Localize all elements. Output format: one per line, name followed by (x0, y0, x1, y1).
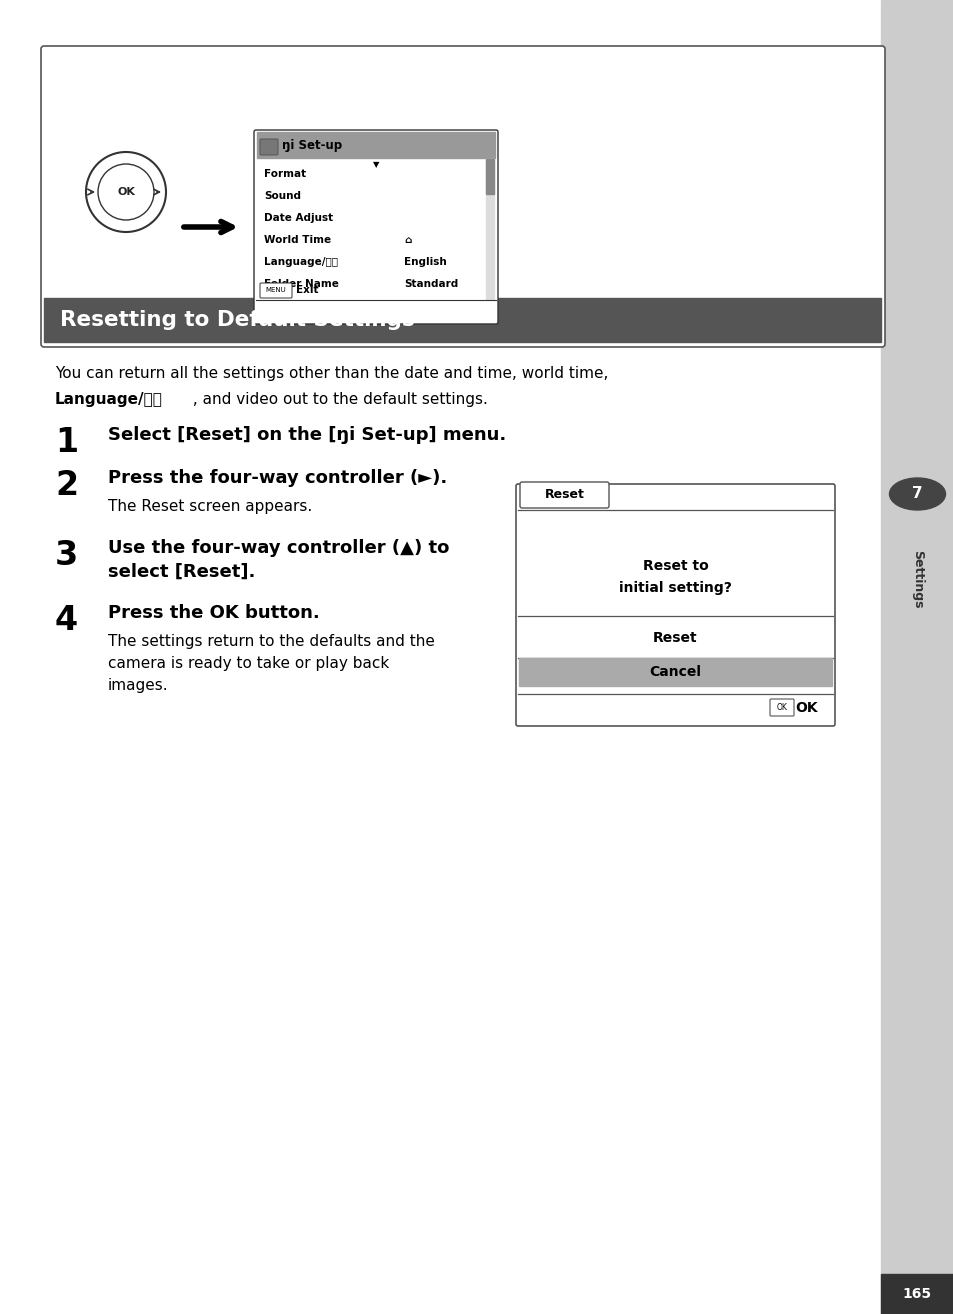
Text: OK: OK (776, 703, 786, 712)
Text: Language/言語: Language/言語 (55, 392, 163, 407)
Text: Folder Name: Folder Name (264, 279, 338, 289)
FancyBboxPatch shape (260, 139, 277, 155)
FancyBboxPatch shape (516, 484, 834, 727)
Text: Press the four-way controller (►).: Press the four-way controller (►). (108, 469, 447, 487)
Text: OK: OK (795, 700, 818, 715)
Bar (880, 1275, 953, 1314)
FancyBboxPatch shape (41, 46, 884, 347)
Text: Format: Format (264, 170, 306, 179)
Text: Press the OK button.: Press the OK button. (108, 604, 319, 622)
Bar (485, 159, 494, 300)
Text: 2: 2 (55, 469, 78, 502)
Text: Select [Reset] on the [ŋi Set-up] menu.: Select [Reset] on the [ŋi Set-up] menu. (108, 426, 506, 444)
Text: The Reset screen appears.: The Reset screen appears. (108, 499, 312, 514)
Text: Settings: Settings (910, 549, 923, 608)
Bar (485, 159, 494, 194)
Text: Standard: Standard (403, 279, 457, 289)
Text: Exit: Exit (295, 285, 318, 296)
Text: The settings return to the defaults and the: The settings return to the defaults and … (108, 633, 435, 649)
Text: initial setting?: initial setting? (618, 581, 731, 595)
Text: select [Reset].: select [Reset]. (108, 562, 255, 581)
Text: 4: 4 (55, 604, 78, 637)
Text: Reset: Reset (653, 631, 697, 645)
FancyBboxPatch shape (519, 482, 608, 509)
Bar (518, 658, 831, 686)
Text: 165: 165 (902, 1286, 931, 1301)
FancyBboxPatch shape (253, 130, 497, 325)
Circle shape (98, 164, 153, 219)
Text: images.: images. (108, 678, 169, 692)
Bar (44, 298, 880, 342)
Text: ŋi Set-up: ŋi Set-up (282, 138, 342, 151)
Text: MENU: MENU (265, 286, 286, 293)
Text: Language/言語: Language/言語 (264, 258, 337, 267)
Text: Use the four-way controller (▲) to: Use the four-way controller (▲) to (108, 539, 449, 557)
Text: Sound: Sound (264, 191, 301, 201)
Text: 1: 1 (55, 426, 78, 459)
Ellipse shape (888, 478, 944, 510)
Text: You can return all the settings other than the date and time, world time,: You can return all the settings other th… (55, 367, 608, 381)
Text: Reset to: Reset to (642, 558, 708, 573)
Text: Reset: Reset (544, 489, 584, 502)
Text: World Time: World Time (264, 235, 331, 244)
Text: 7: 7 (911, 486, 922, 502)
Text: 3: 3 (55, 539, 78, 572)
Text: ▼: ▼ (373, 160, 379, 170)
FancyBboxPatch shape (260, 283, 292, 298)
Text: , and video out to the default settings.: , and video out to the default settings. (188, 392, 487, 407)
Bar (256, 131, 495, 158)
Text: English: English (403, 258, 446, 267)
Text: OK: OK (117, 187, 134, 197)
Text: camera is ready to take or play back: camera is ready to take or play back (108, 656, 389, 671)
FancyBboxPatch shape (769, 699, 793, 716)
Circle shape (86, 152, 166, 233)
Bar (880, 0, 953, 1314)
Text: ⌂: ⌂ (403, 235, 411, 244)
Text: Date Adjust: Date Adjust (264, 213, 333, 223)
Text: Cancel: Cancel (649, 665, 700, 679)
Text: Resetting to Default Settings: Resetting to Default Settings (60, 310, 415, 330)
